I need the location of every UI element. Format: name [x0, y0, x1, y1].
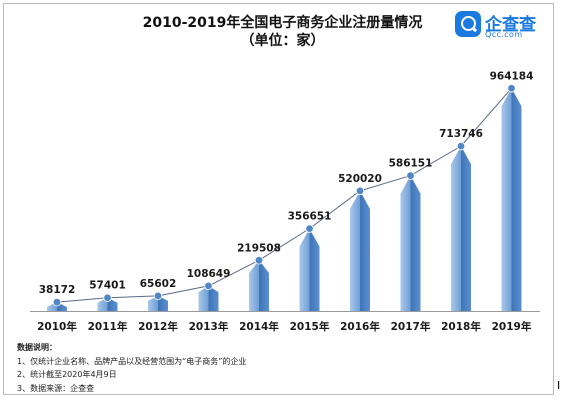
note-item: 2、统计截至2020年4月9日 — [17, 370, 117, 379]
data-point-marker — [153, 291, 163, 301]
data-label: 108649 — [187, 268, 231, 280]
bar-right-face — [360, 190, 370, 311]
data-point-marker — [103, 293, 112, 302]
bar-left-face — [350, 190, 360, 311]
data-label: 65602 — [140, 278, 177, 290]
data-point-marker — [406, 171, 415, 180]
data-label: 586151 — [389, 158, 433, 170]
x-tick-label: 2011年 — [88, 320, 128, 333]
x-tick-label: 2014年 — [239, 320, 279, 333]
data-label: 713746 — [439, 128, 483, 140]
chart-unit: （单位：家） — [240, 33, 325, 49]
bar-left-face — [198, 285, 209, 311]
x-tick-label: 2019年 — [492, 320, 532, 333]
data-point-marker — [254, 256, 264, 265]
magnifier-icon — [455, 11, 481, 37]
bar-left-face — [501, 88, 512, 311]
data-point-marker — [52, 297, 62, 307]
note-item: 3、数据来源：企查查 — [17, 383, 95, 393]
bar-right-face — [410, 175, 421, 311]
bar-left-face — [249, 260, 259, 311]
bar-left-face — [299, 228, 310, 311]
data-label: 219508 — [237, 242, 281, 254]
chart-frame — [3, 3, 554, 395]
logo-url: Qcc.com — [485, 30, 523, 39]
data-notes: 数据说明： 1、仅统计企业名称、品牌产品以及经营范围为“电子商务”的企业 2、统… — [17, 341, 246, 395]
trend-line — [56, 87, 512, 303]
bar-right-face — [309, 228, 320, 311]
data-label: 57401 — [89, 280, 126, 292]
data-point-marker — [355, 186, 365, 196]
x-tick-label: 2018年 — [441, 320, 481, 333]
note-item: 1、仅统计企业名称、品牌产品以及经营范围为“电子商务”的企业 — [17, 356, 247, 366]
logo-name: 企查查 — [485, 15, 536, 35]
brand-logo: 企查查 Qcc.com — [455, 10, 555, 44]
data-label: 964184 — [490, 70, 534, 82]
x-tick-label: 2013年 — [189, 320, 229, 333]
data-point-marker — [204, 281, 213, 291]
chart-title: 2010-2019年全国电子商务企业注册量情况 — [142, 15, 423, 31]
data-label: 38172 — [39, 284, 76, 296]
notes-heading: 数据说明： — [17, 343, 57, 352]
bar-left-face — [400, 175, 411, 311]
bar-right-face — [511, 88, 522, 311]
data-point-marker — [507, 84, 516, 93]
bar-right-face — [208, 285, 219, 311]
x-tick-label: 2010年 — [37, 320, 77, 333]
data-point-marker — [456, 141, 466, 151]
data-point-marker — [305, 224, 314, 233]
x-tick-label: 2012年 — [138, 320, 178, 333]
bar-right-face — [158, 295, 168, 311]
bar-right-face — [461, 146, 471, 311]
x-tick-label: 2015年 — [290, 320, 330, 333]
bar-left-face — [451, 146, 461, 311]
data-label: 520020 — [338, 173, 382, 185]
text-cursor-icon: Ⅰ — [557, 379, 561, 392]
bar-left-face — [148, 295, 158, 311]
x-tick-label: 2017年 — [391, 320, 431, 333]
bar-right-face — [259, 260, 269, 311]
x-tick-label: 2016年 — [340, 320, 380, 333]
data-label: 356651 — [288, 211, 332, 223]
